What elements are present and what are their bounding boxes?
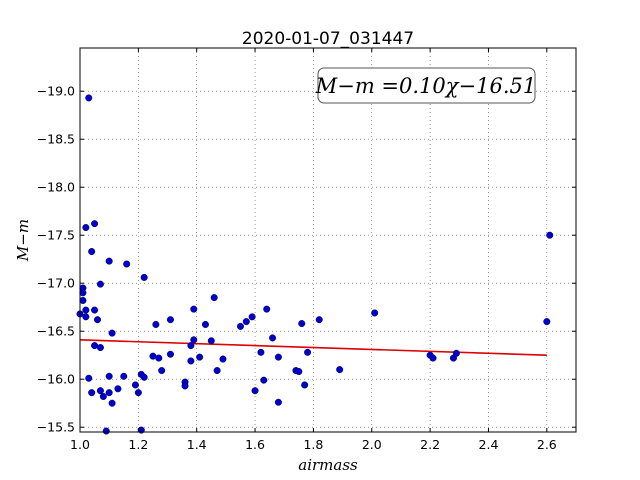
data-point (96, 344, 104, 352)
data-point (96, 280, 104, 288)
y-axis-label: M−m (14, 219, 32, 262)
data-point (190, 305, 198, 313)
data-point (260, 376, 268, 384)
data-point (123, 260, 131, 268)
x-tick-label: 1.2 (128, 437, 148, 452)
fit-line (79, 339, 547, 356)
y-tick-label: −19.0 (37, 84, 75, 99)
y-tick-label: −18.0 (37, 180, 75, 195)
data-point (134, 389, 142, 397)
x-axis-label: airmass (298, 456, 358, 474)
x-tick-label: 1.0 (70, 437, 90, 452)
data-point (274, 398, 282, 406)
data-point (102, 427, 110, 435)
x-tick-label: 2.0 (362, 437, 382, 452)
data-point (210, 294, 218, 302)
data-point (120, 372, 128, 380)
data-point (85, 94, 93, 102)
data-point (166, 350, 174, 358)
data-point (196, 353, 204, 361)
data-point (82, 224, 90, 232)
data-point (158, 367, 166, 375)
data-point (131, 381, 139, 389)
data-point (91, 220, 99, 228)
plot-frame (79, 47, 577, 433)
data-point (94, 316, 102, 324)
x-tick-label: 2.2 (420, 437, 440, 452)
data-point (274, 353, 282, 361)
data-point (82, 306, 90, 314)
data-point (269, 334, 277, 342)
data-point (207, 337, 215, 345)
x-tick-label: 1.8 (303, 437, 323, 452)
data-point (298, 320, 306, 328)
annotation-box (317, 67, 536, 104)
data-point (85, 374, 93, 382)
data-point (187, 357, 195, 365)
annotation-text: M−m =0.10χ−16.51 (315, 74, 536, 98)
data-point (452, 349, 460, 357)
x-tick-label: 2.6 (537, 437, 557, 452)
y-tick-label: −16.5 (37, 324, 75, 339)
data-point (242, 318, 250, 326)
data-point (140, 273, 148, 281)
data-point (79, 296, 87, 304)
data-point (96, 387, 104, 395)
data-point (248, 313, 256, 321)
data-point (301, 381, 309, 389)
data-point (105, 372, 113, 380)
data-point (190, 336, 198, 344)
y-tick-label: −17.0 (37, 276, 75, 291)
data-point (546, 231, 554, 239)
data-point (181, 382, 189, 390)
data-point (88, 389, 96, 397)
data-point (257, 348, 265, 356)
x-tick-label: 1.6 (245, 437, 265, 452)
data-point (152, 320, 160, 328)
data-point (91, 342, 99, 350)
y-tick-label: −18.5 (37, 132, 75, 147)
data-point (543, 318, 551, 326)
data-point (105, 257, 113, 265)
data-point (213, 367, 221, 375)
data-point (166, 316, 174, 324)
y-tick-label: −15.5 (37, 420, 75, 435)
x-tick-label: 1.4 (187, 437, 207, 452)
data-point (315, 316, 323, 324)
fit-line-group (79, 339, 547, 356)
data-point (429, 354, 437, 362)
data-point (263, 305, 271, 313)
fit-annotation: M−m =0.10χ−16.51 (315, 67, 536, 104)
grid-lines (79, 48, 576, 432)
data-point (336, 366, 344, 374)
data-point (79, 289, 87, 297)
y-tick-label: −17.5 (37, 228, 75, 243)
data-point (108, 329, 116, 337)
chart-title: 2020-01-07_031447 (242, 29, 414, 49)
data-point (108, 399, 116, 407)
data-point (88, 248, 96, 256)
data-point (251, 387, 259, 395)
data-point (371, 309, 379, 317)
data-point (155, 354, 163, 362)
data-point (105, 389, 113, 397)
data-point (149, 352, 157, 360)
data-point (187, 342, 195, 350)
data-point (140, 373, 148, 381)
data-point (99, 392, 107, 400)
y-tick-label: −16.0 (37, 372, 75, 387)
data-point (201, 320, 209, 328)
x-tick-label: 2.4 (479, 437, 499, 452)
data-point (82, 313, 90, 321)
axis-ticks: 1.0 1.2 1.4 1.6 1.8 2.0 2.2 2.4 2.6 −15.5 −16.0 −16… (37, 48, 576, 452)
data-point (295, 368, 303, 376)
data-point (91, 306, 99, 314)
data-point (114, 385, 122, 393)
data-point (236, 322, 244, 330)
data-point (304, 348, 312, 356)
data-points (76, 94, 554, 435)
data-point (219, 355, 227, 363)
